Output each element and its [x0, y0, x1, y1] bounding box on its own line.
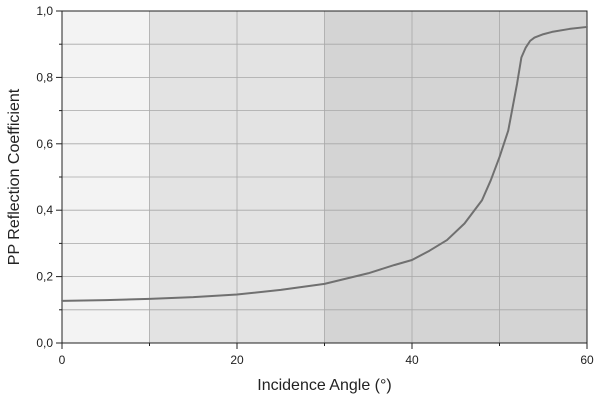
data-point-0-5: [279, 288, 282, 291]
data-point-0-22: [533, 36, 536, 39]
x-tick-label-3: 60: [580, 353, 594, 367]
data-point-0-25: [568, 27, 571, 30]
data-point-0-2: [148, 297, 151, 300]
data-point-0-1: [104, 299, 107, 302]
x-tick-label-0: 0: [59, 353, 66, 367]
data-point-0-13: [481, 199, 484, 202]
x-tick-label-1: 20: [230, 353, 244, 367]
series-line-0: [61, 25, 588, 302]
data-point-0-20: [524, 46, 527, 49]
data-point-0-24: [551, 30, 554, 33]
data-point-0-10: [428, 249, 431, 252]
data-point-0-15: [498, 156, 501, 159]
tick-marks: [56, 10, 588, 349]
data-point-0-4: [236, 293, 239, 296]
y-tick-label-0: 0,0: [36, 336, 53, 350]
data-point-0-3: [192, 296, 195, 299]
data-point-0-11: [446, 239, 449, 242]
y-tick-label-1: 0,2: [36, 270, 53, 284]
data-point-0-14: [489, 179, 492, 182]
data-point-0-21: [529, 39, 532, 42]
series-group: [61, 25, 589, 302]
data-point-0-8: [393, 263, 396, 266]
data-point-0-17: [511, 106, 514, 109]
data-point-0-9: [411, 259, 414, 262]
data-point-0-23: [542, 33, 545, 36]
y-tick-label-4: 0,8: [36, 70, 53, 84]
y-tick-label-3: 0,6: [36, 137, 53, 151]
data-point-0-18: [516, 83, 519, 86]
x-axis-title: Incidence Angle (°): [257, 377, 391, 394]
data-point-0-12: [463, 222, 466, 225]
y-tick-label-2: 0,4: [36, 203, 53, 217]
x-tick-label-2: 40: [405, 353, 419, 367]
data-point-0-26: [586, 25, 589, 28]
tick-labels: 0 20 40 60 0,0 0,2 0,4 0,6 0,8 1,0: [36, 4, 594, 367]
data-point-0-6: [323, 282, 326, 285]
y-tick-label-5: 1,0: [36, 4, 53, 18]
y-axis-title: PP Reflection Coefficient: [6, 88, 23, 265]
data-point-0-0: [61, 299, 64, 302]
data-point-0-7: [367, 272, 370, 275]
data-point-0-19: [520, 56, 523, 59]
data-point-0-16: [507, 129, 510, 132]
